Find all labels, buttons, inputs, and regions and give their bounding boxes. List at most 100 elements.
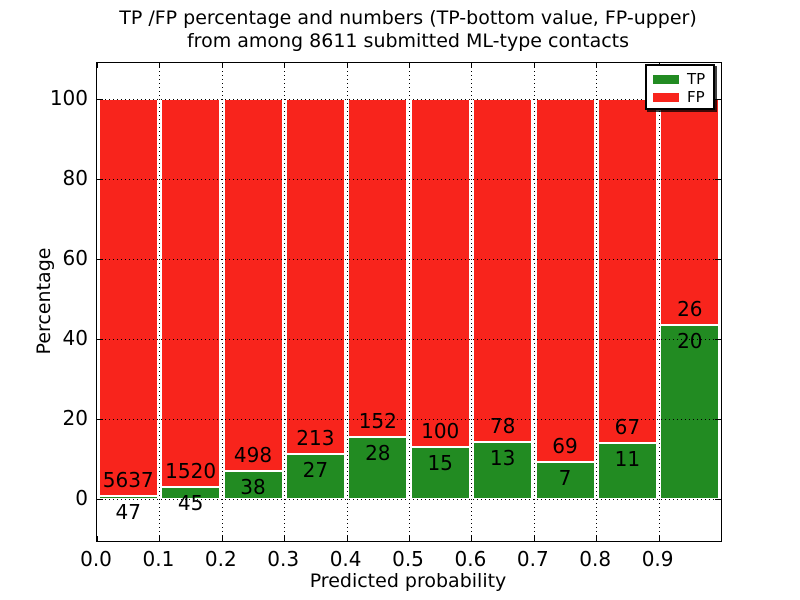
bar-fp-segment [223,99,283,471]
y-tick-mark [97,179,103,180]
gridline-horizontal [97,339,721,340]
y-tick-mark [97,339,103,340]
bar-0.8 [597,99,657,499]
gridline-vertical [346,63,348,541]
fp-count-label: 78 [489,413,516,438]
y-tick-mark [97,259,103,260]
y-tick-label: 100 [49,86,88,110]
bar-tp-segment [473,441,533,499]
y-tick-mark [97,499,103,500]
x-tick-mark-top [346,63,348,68]
bar-fp-segment [660,99,720,326]
tp-count-label: 13 [489,445,516,470]
bar-0.2 [223,99,283,499]
x-tick-label: 0.9 [641,547,674,571]
fp-count-label: 1520 [165,459,217,484]
fp-count-label: 213 [296,426,335,450]
x-axis-label: Predicted probability [309,570,507,592]
x-tick-label: 0.3 [267,547,300,571]
x-tick-label: 0.2 [204,547,237,571]
x-tick-label: 0.1 [142,547,175,571]
y-tick-mark-right [715,99,721,100]
tp-count-label: 27 [302,458,329,482]
plot-area: 5637 47 1520 45 498 38 213 27 152 28 100 15 78 13 69 7 6… [96,62,722,542]
gridline-horizontal [97,259,721,260]
bar-fp-segment [535,99,595,463]
chart-title-line2: from among 8611 submitted ML-type contac… [186,30,630,52]
bar-tp-segment [98,495,158,499]
chart-title: TP /FP percentage and numbers (TP-bottom… [96,7,720,53]
bar-fp-segment [473,99,533,442]
fp-swatch-icon [653,92,679,102]
x-tick-label: 0.8 [579,547,612,571]
x-tick-mark [721,536,722,541]
y-tick-mark-right [715,419,721,420]
tp-swatch-icon [653,74,679,84]
gridline-vertical [471,63,473,541]
gridline-vertical [596,63,598,541]
y-tick-label: 0 [75,486,88,510]
x-tick-mark-top [159,63,161,68]
tp-count-label: 38 [240,474,266,499]
y-tick-mark-right [715,259,721,260]
fp-count-label: 67 [614,414,641,439]
bar-tp-segment [285,454,345,499]
fp-count-label: 152 [358,408,397,433]
tp-count-label: 7 [558,466,572,491]
x-tick-mark-top [97,63,98,68]
bar-0.5 [410,99,470,499]
legend-row-fp: FP [653,88,707,106]
x-tick-mark [596,536,598,541]
x-tick-mark [409,536,410,541]
chart-title-line1: TP /FP percentage and numbers (TP-bottom… [119,7,697,29]
bar-tp-segment [161,487,221,499]
gridline-vertical [159,63,161,541]
gridline-horizontal [97,419,721,420]
bar-tp-segment [535,462,595,499]
bar-tp-segment [660,325,720,499]
legend-label: TP [687,70,706,88]
tp-count-label: 20 [677,329,703,354]
x-tick-mark-top [721,63,722,68]
gridline-horizontal [97,179,721,180]
x-tick-mark [159,536,161,541]
gridline-vertical [533,63,535,541]
tp-count-label: 47 [115,499,141,524]
x-tick-mark [658,536,660,541]
bar-tp-segment [223,470,283,499]
gridline-horizontal [97,99,721,100]
bar-0.3 [285,99,345,499]
y-tick-mark-right [715,179,721,180]
y-tick-label: 80 [62,166,88,190]
x-tick-label: 0.0 [80,547,112,571]
tp-count-label: 15 [427,450,453,475]
x-tick-label: 0.4 [329,547,362,571]
legend-row-tp: TP [653,70,707,88]
fp-count-label: 26 [677,297,703,322]
gridline-vertical [221,63,223,541]
y-tick-mark-right [715,339,721,340]
fp-count-label: 69 [552,434,578,459]
bar-fp-segment [597,99,657,443]
x-tick-mark [221,536,223,541]
bar-fp-segment [161,99,221,488]
y-tick-mark-right [715,499,721,500]
x-tick-mark-top [533,63,535,68]
bar-0.4 [348,99,408,499]
bar-tp-segment [597,442,657,499]
x-tick-mark-top [284,63,286,68]
legend: TP FP [645,64,715,110]
x-tick-label: 0.7 [516,547,549,571]
x-tick-mark [346,536,348,541]
gridline-vertical [284,63,286,541]
fp-count-label: 100 [421,418,460,443]
x-tick-mark [471,536,473,541]
gridline-vertical [409,63,410,541]
bar-fp-segment [348,99,408,437]
bar-0.9 [660,99,720,499]
y-axis-label-text: Percentage [33,247,55,355]
x-tick-mark-top [221,63,223,68]
y-tick-label: 40 [62,326,88,350]
gridline-vertical [658,63,660,541]
